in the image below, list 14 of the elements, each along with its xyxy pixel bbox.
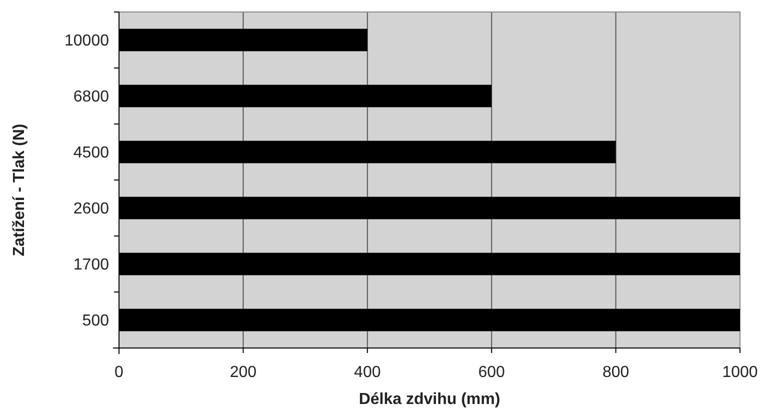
- y-tick-label: 1700: [73, 256, 110, 274]
- x-axis-title: Délka zdvihu (mm): [358, 391, 500, 408]
- y-tick-label: 10000: [64, 32, 110, 50]
- x-tick-label: 800: [602, 364, 630, 381]
- y-tick-label: 6800: [73, 88, 110, 106]
- y-tick-label: 4500: [73, 144, 110, 162]
- y-tick-label: 2600: [73, 200, 110, 218]
- y-axis-title: Zatížení - Tlak (N): [11, 124, 28, 256]
- x-tick-label: 1000: [722, 364, 758, 381]
- x-tick-label: 200: [230, 364, 257, 381]
- x-tick-label: 600: [478, 364, 506, 381]
- y-tick-label: 500: [82, 312, 110, 330]
- x-tick-label: 400: [354, 364, 381, 381]
- x-tick-label: 0: [114, 364, 124, 381]
